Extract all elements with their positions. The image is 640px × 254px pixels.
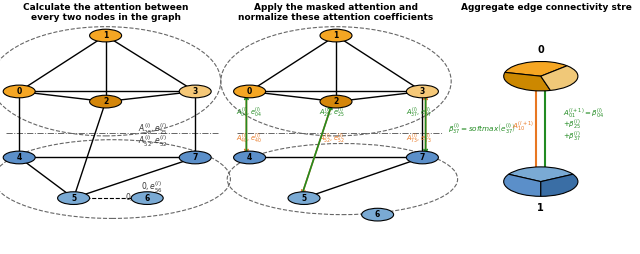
Text: $A_{25}^{(l)}, e_{25}^{(l)}$: $A_{25}^{(l)}, e_{25}^{(l)}$ bbox=[319, 106, 344, 120]
Wedge shape bbox=[504, 72, 550, 91]
Text: 3: 3 bbox=[193, 87, 198, 96]
Text: 1: 1 bbox=[333, 31, 339, 40]
Text: $A_{25}^{(l)}, e_{25}^{(l)}$: $A_{25}^{(l)}, e_{25}^{(l)}$ bbox=[138, 122, 167, 137]
Text: $A_{52}^{(l)}, e_{52}^{(l)}$: $A_{52}^{(l)}, e_{52}^{(l)}$ bbox=[138, 133, 167, 149]
Circle shape bbox=[362, 208, 394, 221]
Text: $A_{01}^{(l+1)} = \beta_{04}^{(l)}$: $A_{01}^{(l+1)} = \beta_{04}^{(l)}$ bbox=[563, 106, 604, 121]
Text: Calculate the attention between
every two nodes in the graph: Calculate the attention between every tw… bbox=[23, 3, 188, 22]
Text: 4: 4 bbox=[17, 153, 22, 162]
Circle shape bbox=[320, 95, 352, 108]
Text: $+ \beta_{25}^{(l)}$: $+ \beta_{25}^{(l)}$ bbox=[563, 118, 581, 132]
Text: 7: 7 bbox=[420, 153, 425, 162]
Wedge shape bbox=[541, 66, 578, 90]
Text: $0, e_{65}^{(l)}$: $0, e_{65}^{(l)}$ bbox=[125, 191, 147, 206]
Circle shape bbox=[406, 85, 438, 98]
Text: 4: 4 bbox=[247, 153, 252, 162]
Circle shape bbox=[3, 151, 35, 164]
Text: 5: 5 bbox=[71, 194, 76, 203]
Text: $A_{37}^{(l)}, e_{37}^{(l)}$: $A_{37}^{(l)}, e_{37}^{(l)}$ bbox=[406, 106, 432, 120]
Circle shape bbox=[58, 192, 90, 204]
Text: $+ \beta_{37}^{(l)}$: $+ \beta_{37}^{(l)}$ bbox=[563, 129, 581, 144]
Wedge shape bbox=[509, 167, 573, 182]
Text: Apply the masked attention and
normalize these attention coefficients: Apply the masked attention and normalize… bbox=[238, 3, 434, 22]
Text: $A_{52}^{(l)}, e_{52}^{(l)}$: $A_{52}^{(l)}, e_{52}^{(l)}$ bbox=[319, 131, 345, 146]
Circle shape bbox=[179, 151, 211, 164]
Circle shape bbox=[90, 29, 122, 42]
Text: 7: 7 bbox=[193, 153, 198, 162]
Text: $A_{04}^{(l)}, e_{04}^{(l)}$: $A_{04}^{(l)}, e_{04}^{(l)}$ bbox=[236, 106, 262, 120]
Text: 0: 0 bbox=[247, 87, 252, 96]
Circle shape bbox=[90, 95, 122, 108]
Wedge shape bbox=[505, 61, 567, 76]
Circle shape bbox=[179, 85, 211, 98]
Text: 0: 0 bbox=[17, 87, 22, 96]
Circle shape bbox=[406, 151, 438, 164]
Text: 1: 1 bbox=[103, 31, 108, 40]
Text: Aggregate edge connectivity stre: Aggregate edge connectivity stre bbox=[461, 3, 632, 11]
Circle shape bbox=[320, 29, 352, 42]
Wedge shape bbox=[541, 174, 578, 196]
Text: 6: 6 bbox=[375, 210, 380, 219]
Text: 0: 0 bbox=[538, 45, 544, 55]
Text: 2: 2 bbox=[333, 97, 339, 106]
Text: 1: 1 bbox=[538, 203, 544, 213]
Wedge shape bbox=[504, 174, 541, 196]
Circle shape bbox=[131, 192, 163, 204]
Text: 5: 5 bbox=[301, 194, 307, 203]
Text: $0, e_{56}^{(l)}$: $0, e_{56}^{(l)}$ bbox=[141, 180, 163, 195]
Text: 3: 3 bbox=[420, 87, 425, 96]
Text: 6: 6 bbox=[145, 194, 150, 203]
Text: 2: 2 bbox=[103, 97, 108, 106]
Text: $A_{40}^{(l)}, e_{40}^{(l)}$: $A_{40}^{(l)}, e_{40}^{(l)}$ bbox=[236, 131, 262, 146]
Text: $A_{73}^{(l)}, e_{73}^{(l)}$: $A_{73}^{(l)}, e_{73}^{(l)}$ bbox=[406, 131, 433, 146]
Circle shape bbox=[234, 85, 266, 98]
Text: $A_{10}^{(l+1)}$: $A_{10}^{(l+1)}$ bbox=[512, 119, 534, 134]
Text: $\beta_{37}^{(l)} = softmax\left(e_{37}^{(l)}\right)$: $\beta_{37}^{(l)} = softmax\left(e_{37}^… bbox=[448, 121, 516, 135]
Circle shape bbox=[234, 151, 266, 164]
Circle shape bbox=[288, 192, 320, 204]
Circle shape bbox=[3, 85, 35, 98]
